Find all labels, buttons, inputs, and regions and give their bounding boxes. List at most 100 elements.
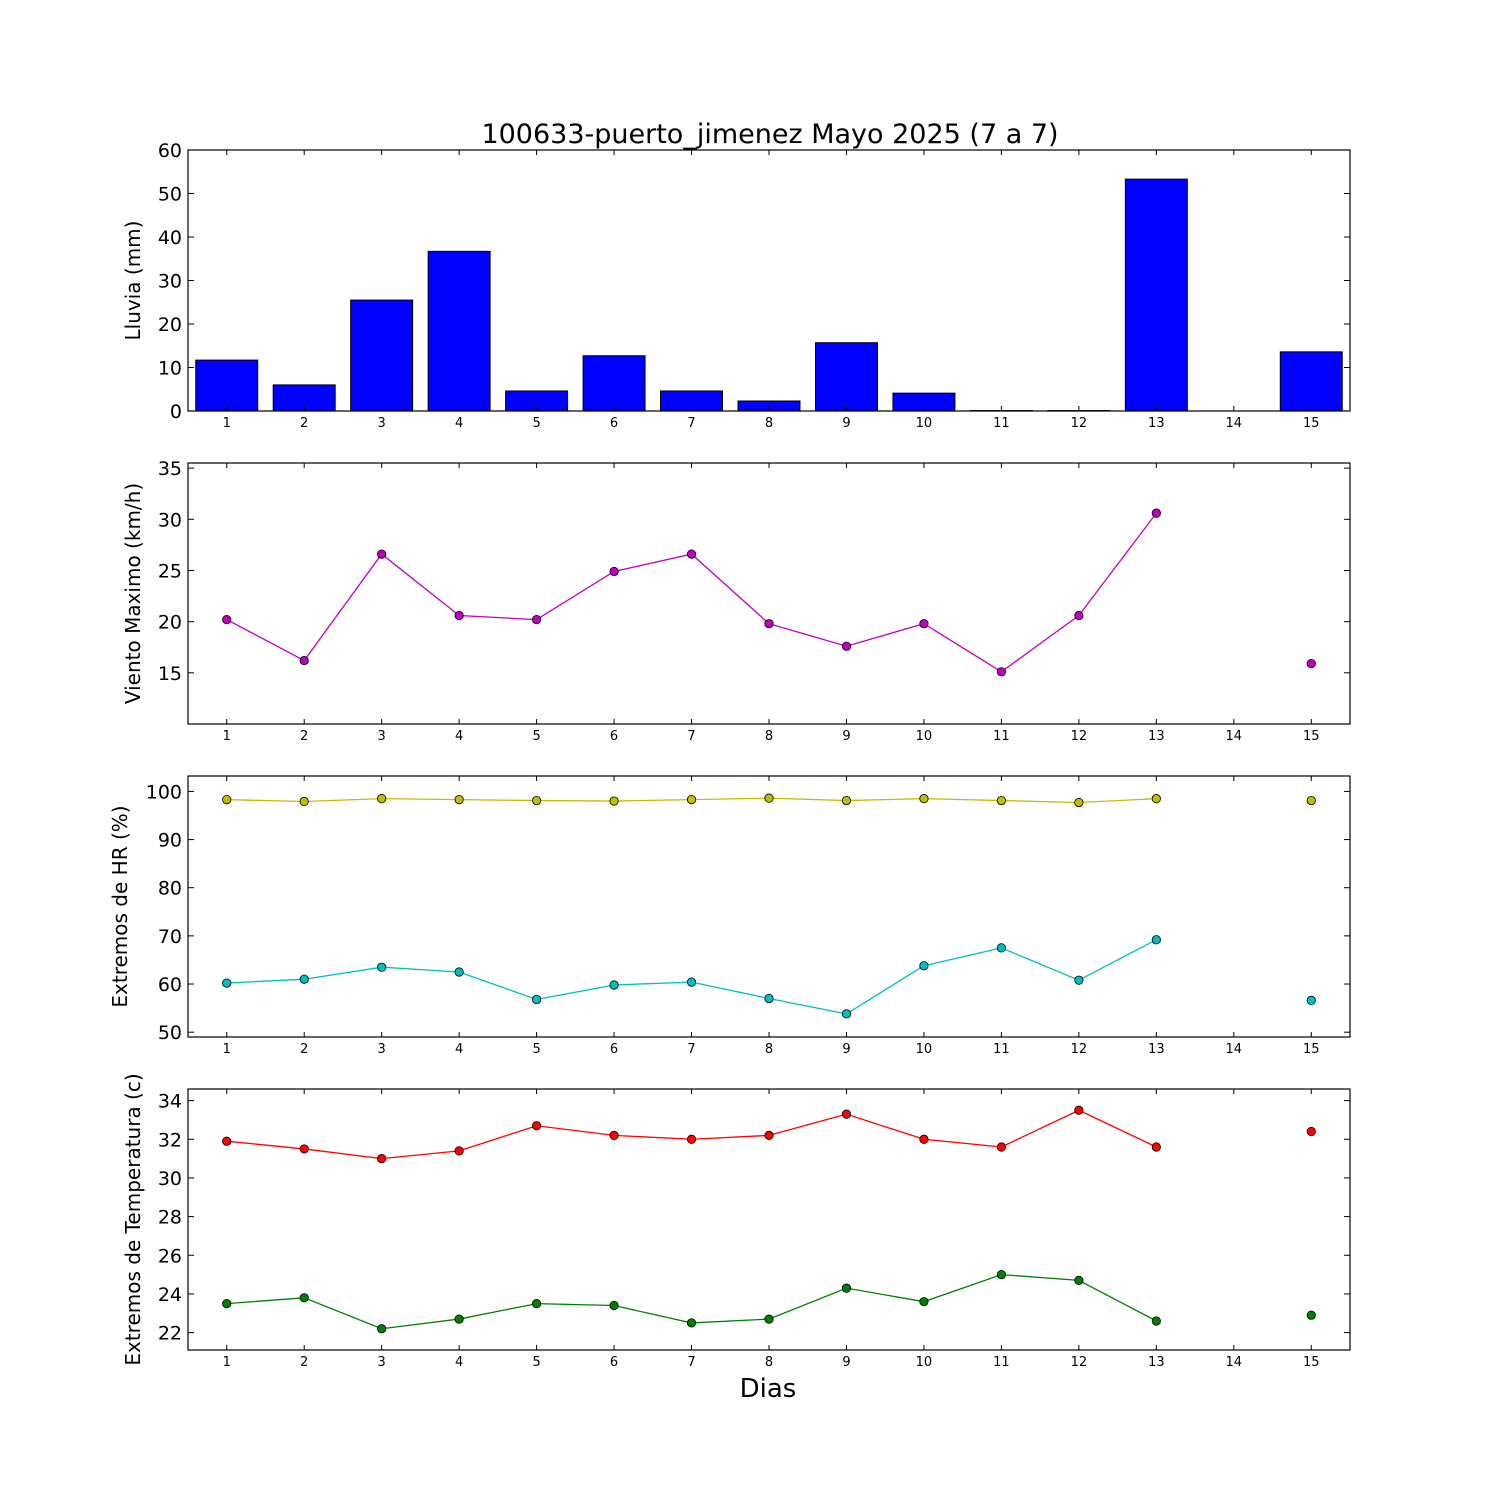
wind-series-1-point [996,667,1007,677]
hr-series-2-point [454,967,464,977]
rain-ytick-label: 10 [158,358,182,380]
rain-xtick-label: 1 [223,416,231,431]
temp-xtick-label: 5 [532,1355,540,1370]
hr-xtick-label: 7 [687,1042,695,1057]
temp-series-1-point [1151,1142,1161,1152]
wind-xtick-label: 9 [842,729,850,744]
figure-title: 100633-puerto_jimenez Mayo 2025 (7 a 7) [481,119,1058,150]
temp-series-2-point [996,1270,1007,1280]
temp-xtick-label: 9 [842,1355,850,1370]
wind-ytick-label: 20 [158,612,182,634]
hr-series-1-point [1151,794,1161,804]
hr-xtick-label: 15 [1303,1042,1320,1057]
hr-series-1-point [919,794,929,804]
wind-xtick-label: 4 [455,729,463,744]
hr-series-2-point [531,994,542,1005]
rain-ytick-label: 40 [158,227,182,249]
temp-xtick-label: 4 [455,1355,463,1370]
wind-series-1-point [454,610,464,621]
wind-series-1-point [686,549,697,559]
wind-y-axis-label: Viento Maximo (km/h) [121,483,145,704]
hr-series-1-point [454,794,464,805]
hr-series-2-point [1151,935,1161,945]
temp-series-2-point [841,1283,852,1293]
hr-xtick-label: 6 [610,1042,618,1057]
temp-ytick-label: 28 [158,1207,182,1229]
rain-bar [1124,178,1188,412]
temp-series-2-point [222,1299,232,1309]
hr-ytick-label: 90 [158,830,182,852]
wind-series-1-point [222,614,232,625]
hr-xtick-label: 10 [916,1042,933,1057]
hr-xtick-label: 9 [842,1042,850,1057]
wind-series-1-point [531,614,542,625]
temp-series-2-point [764,1314,774,1324]
hr-series-1-point [764,793,774,803]
temp-series-1-point [1306,1126,1316,1137]
panel-rain: 1 2 3 4 5 6 7 8 9 10 11 12 13 14 150102030405060Lluvia… [121,140,1351,431]
temp-series-2-point [531,1299,542,1309]
wind-series-1-point [1151,508,1161,518]
rain-xtick-label: 2 [300,416,308,431]
rain-xtick-label: 11 [993,416,1010,431]
hr-series-1-point [531,795,542,806]
temp-series-1-point [531,1121,542,1131]
hr-series-2-line [226,939,1157,1015]
hr-series-2-point [609,980,619,990]
temp-series-2-point [1151,1316,1161,1326]
hr-series-2-point [764,993,774,1004]
wind-xtick-label: 6 [610,729,618,744]
hr-series-2-point [222,978,232,988]
hr-series-1-point [996,795,1007,806]
x-axis-label: Dias [740,1374,797,1404]
temp-xtick-label: 1 [223,1355,231,1370]
rain-xtick-label: 10 [916,416,933,431]
wind-xtick-label: 1 [223,729,231,744]
rain-ytick-label: 0 [170,401,182,423]
rain-ytick-label: 50 [158,184,182,206]
wind-series-1-point [609,566,619,577]
temp-ytick-label: 30 [158,1168,182,1190]
wind-xtick-label: 2 [300,729,308,744]
temp-series-2-point [919,1297,929,1307]
temp-xtick-label: 3 [378,1355,386,1370]
hr-xtick-label: 8 [765,1042,773,1057]
temp-series-1-point [222,1136,232,1146]
temp-series-2-point [1306,1310,1316,1320]
temp-series-2-point [609,1300,619,1311]
hr-xtick-label: 12 [1071,1042,1088,1057]
temp-ytick-label: 34 [158,1091,182,1113]
hr-series-2-point [299,974,309,984]
hr-series-2-point [996,943,1007,953]
rain-bar [427,250,491,412]
hr-series-1-point [841,795,852,806]
temp-series-2-point [454,1314,464,1324]
rain-xtick-label: 15 [1303,416,1320,431]
hr-xtick-label: 11 [993,1042,1010,1057]
hr-xtick-label: 13 [1148,1042,1165,1057]
hr-xtick-label: 2 [300,1042,308,1057]
temp-series-1-point [764,1130,774,1141]
temp-ytick-label: 26 [158,1245,182,1267]
wind-ytick-label: 15 [158,663,182,685]
rain-bar [195,359,259,412]
rain-xtick-label: 12 [1071,416,1088,431]
panels: 1 2 3 4 5 6 7 8 9 10 11 12 13 14 150102030405060Lluvia… [108,140,1351,1370]
hr-series-2-point [377,962,387,972]
temp-axes-frame [187,1088,1351,1351]
hr-ytick-label: 60 [158,974,182,996]
wind-series-1-point [377,549,387,559]
temp-xtick-label: 10 [916,1355,933,1370]
hr-ytick-label: 80 [158,878,182,900]
hr-series-2-point [919,961,929,971]
hr-xtick-label: 3 [378,1042,386,1057]
temp-ytick-label: 24 [158,1284,182,1306]
wind-xtick-label: 15 [1303,729,1320,744]
wind-series-1-point [764,619,774,629]
temp-ytick-label: 32 [158,1129,182,1151]
wind-xtick-label: 8 [765,729,773,744]
wind-xtick-label: 13 [1148,729,1165,744]
wind-xtick-label: 14 [1226,729,1243,744]
hr-series-1-point [1306,795,1316,806]
